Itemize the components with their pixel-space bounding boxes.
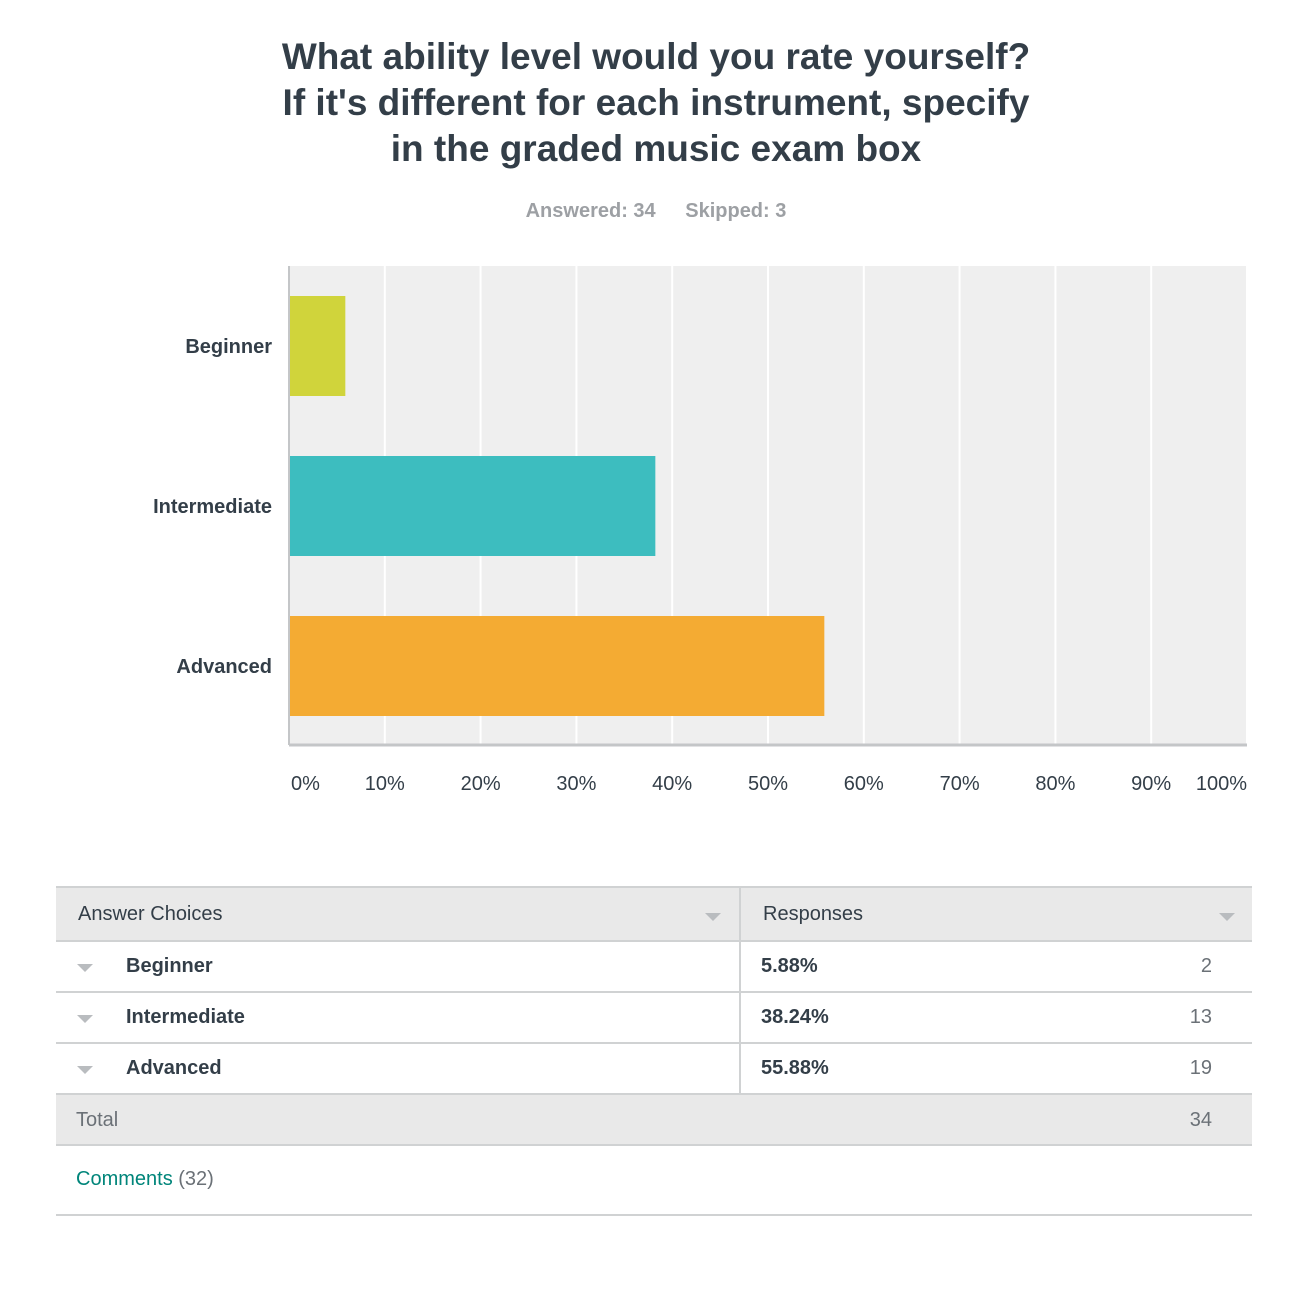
table-header: Answer Choices Responses (56, 886, 1252, 942)
responses-table: Answer Choices Responses Beginner 5.88% … (56, 886, 1252, 1216)
sort-caret-icon[interactable] (705, 913, 721, 921)
x-tick-label: 100% (1196, 773, 1247, 795)
sort-caret-icon[interactable] (1219, 913, 1235, 921)
comments-link[interactable]: Comments (32) (76, 1168, 214, 1191)
bar-beginner (290, 296, 346, 396)
x-tick-label: 0% (291, 773, 320, 795)
table-row: Advanced 55.88% 19 (56, 1044, 1252, 1095)
response-count: 13 (1189, 1006, 1212, 1028)
choice-label: Beginner (126, 955, 213, 977)
title-line-1: What ability level would you rate yourse… (281, 36, 1031, 77)
choice-cell: Beginner (56, 942, 739, 991)
bar-advanced (290, 616, 825, 716)
skipped-count: Skipped: 3 (685, 200, 787, 222)
x-tick-label: 30% (556, 773, 596, 795)
response-percent: 5.88% (761, 955, 818, 977)
x-tick-label: 60% (844, 773, 884, 795)
response-stats: Answered: 34 Skipped: 3 (0, 200, 1312, 223)
title-line-2: If it's different for each instrument, s… (282, 82, 1030, 123)
choice-cell: Intermediate (56, 993, 739, 1042)
response-cell: 5.88% 2 (739, 942, 1252, 991)
table-row: Intermediate 38.24% 13 (56, 993, 1252, 1044)
x-tick-label: 70% (940, 773, 980, 795)
x-tick-label: 90% (1131, 773, 1171, 795)
response-cell: 55.88% 19 (739, 1044, 1252, 1093)
answer-choices-header[interactable]: Answer Choices (56, 888, 739, 940)
x-tick-label: 80% (1035, 773, 1075, 795)
response-cell: 38.24% 13 (739, 993, 1252, 1042)
category-label: Advanced (176, 656, 272, 678)
category-label: Intermediate (153, 496, 272, 518)
comments-count: (32) (178, 1168, 214, 1190)
category-label: Beginner (185, 336, 272, 358)
responses-header-label: Responses (763, 902, 864, 925)
x-tick-label: 50% (748, 773, 788, 795)
comments-row: Comments (32) (56, 1146, 1252, 1216)
expand-caret-icon[interactable] (77, 964, 93, 972)
answer-choices-header-label: Answer Choices (78, 902, 223, 925)
choice-label: Advanced (126, 1057, 222, 1079)
response-percent: 55.88% (761, 1057, 829, 1079)
table-row: Beginner 5.88% 2 (56, 942, 1252, 993)
x-tick-label: 40% (652, 773, 692, 795)
title-line-3: in the graded music exam box (390, 128, 922, 169)
choice-label: Intermediate (126, 1006, 245, 1028)
response-count: 2 (1200, 955, 1212, 977)
total-row: Total 34 (56, 1095, 1252, 1146)
total-label: Total (76, 1109, 119, 1131)
choice-cell: Advanced (56, 1044, 739, 1093)
expand-caret-icon[interactable] (77, 1015, 93, 1023)
response-count: 19 (1189, 1057, 1212, 1079)
comments-label: Comments (76, 1168, 173, 1190)
chart-title: What ability level would you rate yourse… (0, 34, 1312, 172)
total-count: 34 (1189, 1109, 1212, 1131)
answered-count: Answered: 34 (525, 200, 656, 222)
bar-intermediate (290, 456, 656, 556)
expand-caret-icon[interactable] (77, 1066, 93, 1074)
x-tick-label: 10% (365, 773, 405, 795)
bar-chart: Beginner Intermediate Advanced 0% 10% 20% 30% 4… (153, 266, 1248, 795)
responses-header[interactable]: Responses (739, 888, 1252, 940)
response-percent: 38.24% (761, 1006, 829, 1028)
x-tick-label: 20% (461, 773, 501, 795)
